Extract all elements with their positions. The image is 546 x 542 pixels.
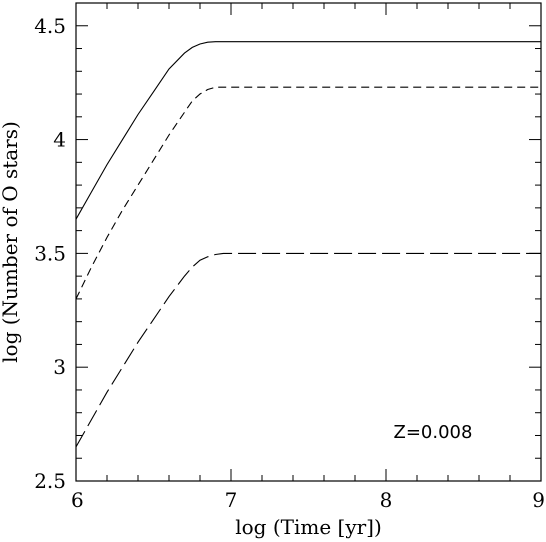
plot-frame [75, 2, 542, 482]
minor-tick-marks [76, 3, 541, 481]
x-tick-label: 9 [532, 488, 545, 512]
series-line-solid [75, 41, 541, 220]
x-axis-label: log (Time [yr]) [235, 515, 382, 539]
x-tick-label: 6 [71, 488, 84, 512]
y-tick-label: 3.5 [34, 241, 66, 265]
y-tick-label: 4 [53, 128, 66, 152]
series-lines [75, 41, 541, 448]
x-tick-label: 8 [380, 488, 393, 512]
x-tick-label: 7 [225, 488, 238, 512]
metallicity-annotation: Z=0.008 [394, 422, 473, 443]
y-tick-label: 4.5 [34, 14, 66, 38]
y-tick-label: 2.5 [34, 469, 66, 493]
y-axis-label: log (Number of O stars) [0, 121, 22, 363]
series-line-long-dash [75, 252, 541, 448]
tick-labels: 6 7 8 9 2.5 3 3.5 4 4.5 [34, 14, 545, 512]
series-line-short-dash [75, 86, 541, 300]
major-tick-marks [75, 3, 542, 482]
y-tick-label: 3 [53, 355, 66, 379]
